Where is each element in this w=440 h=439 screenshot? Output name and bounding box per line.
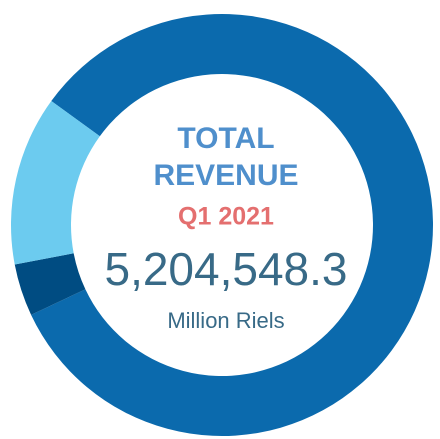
title-line: TOTAL — [177, 122, 274, 155]
subtitle: Q1 2021 — [178, 203, 274, 231]
donut — [11, 13, 434, 436]
donut-segment — [14, 253, 86, 315]
total-value: 5,204,548.3 — [104, 243, 347, 295]
unit-label: Million Riels — [167, 308, 284, 333]
donut-segment — [11, 100, 100, 265]
title-line: REVENUE — [153, 159, 298, 192]
donut-segment — [31, 13, 434, 436]
